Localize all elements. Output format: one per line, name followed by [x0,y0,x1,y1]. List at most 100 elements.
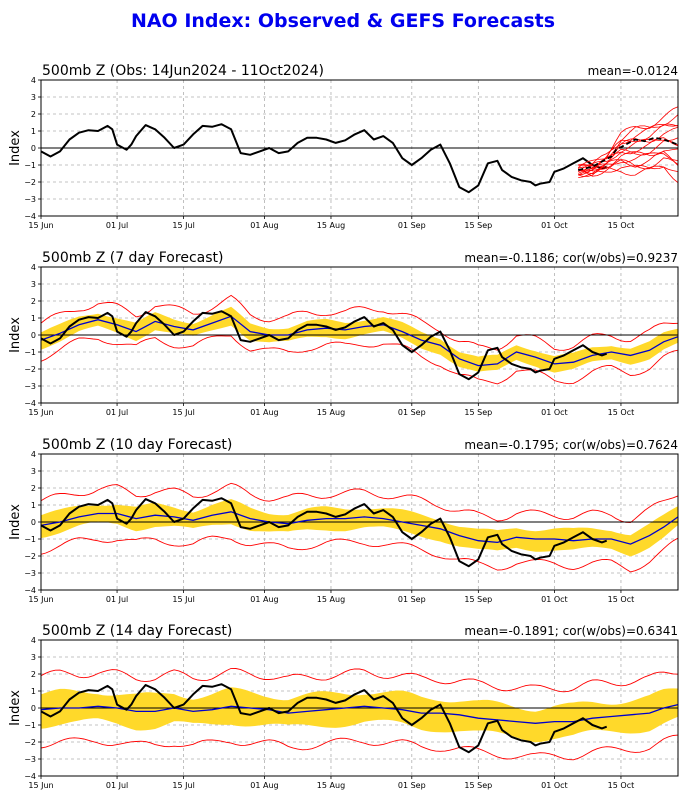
x-tick-label: 01 Oct [541,595,568,604]
x-tick-label: 15 Jun [28,408,53,417]
y-tick-label: −1 [24,348,36,357]
y-tick-label: 0 [31,331,36,340]
x-tick-label: 01 Jul [106,781,128,790]
ensemble-member-line [578,124,679,174]
spread-band [41,687,678,743]
x-tick-label: 15 Jun [28,781,53,790]
envelope-upper-line [40,482,679,524]
x-tick-label: 01 Jul [106,221,128,230]
y-tick-label: 0 [31,518,36,527]
y-tick-label: 4 [31,450,36,459]
x-tick-label: 15 Aug [317,595,345,604]
x-tick-label: 15 Jun [28,221,53,230]
y-tick-label: 4 [31,636,36,645]
y-tick-label: 3 [31,93,36,102]
y-tick-label: −3 [24,569,36,578]
observed-line [40,683,608,754]
x-tick-label: 01 Oct [541,781,568,790]
ensemble-member-line [578,148,679,170]
y-tick-label: 1 [31,127,36,136]
y-axis-label: Index [8,690,23,726]
observed-line [40,497,608,568]
envelope-lower-line [40,734,679,761]
x-tick-label: 15 Sep [464,595,492,604]
y-tick-label: 2 [31,670,36,679]
y-tick-label: −2 [24,178,36,187]
x-tick-label: 15 Oct [608,408,635,417]
y-tick-label: 1 [31,501,36,510]
panel-stats: mean=-0.1186; cor(w/obs)=0.9237 [464,251,678,265]
ensemble-member-line [578,106,679,167]
y-tick-label: −2 [24,365,36,374]
y-tick-label: −2 [24,738,36,747]
x-tick-label: 15 Jul [172,408,194,417]
y-tick-label: −3 [24,755,36,764]
panel-1: 500mb Z (Obs: 14Jun2024 - 11Oct2024) mean… [8,63,679,230]
y-tick-label: −4 [24,212,36,221]
y-tick-label: 2 [31,110,36,119]
ensemble-member-line [578,140,679,175]
x-tick-label: 01 Sep [398,221,426,230]
ensemble-mean-line [577,136,679,171]
y-tick-label: −1 [24,721,36,730]
y-tick-label: −4 [24,399,36,408]
y-axis-label: Index [8,317,23,353]
y-axis-label: Index [8,504,23,540]
panel-title: 500mb Z (10 day Forecast) [42,437,232,453]
ensemble-member-line [578,165,679,184]
forecast-mean-line [40,511,679,545]
envelope-upper-line [40,667,679,693]
x-tick-label: 15 Aug [317,781,345,790]
spread-band [41,499,678,557]
panel-stats: mean=-0.1891; cor(w/obs)=0.6341 [464,624,678,638]
y-tick-label: −1 [24,535,36,544]
x-tick-label: 01 Aug [250,221,278,230]
y-tick-label: −3 [24,382,36,391]
y-tick-label: 2 [31,484,36,493]
ensemble-member-line [578,152,679,176]
y-tick-label: 2 [31,297,36,306]
x-tick-label: 15 Jul [172,221,194,230]
x-tick-label: 01 Oct [541,221,568,230]
panel-2: 500mb Z (7 day Forecast) mean=-0.1186; co… [8,250,679,417]
y-axis-label: Index [8,130,23,166]
y-tick-label: −3 [24,195,36,204]
x-tick-label: 01 Aug [250,408,278,417]
y-tick-label: 0 [31,704,36,713]
x-tick-label: 15 Aug [317,221,345,230]
x-tick-label: 15 Jul [172,781,194,790]
panel-title: 500mb Z (7 day Forecast) [42,250,223,266]
ensemble-member-line [577,137,679,172]
x-tick-label: 15 Sep [464,408,492,417]
x-tick-label: 01 Sep [398,408,426,417]
ensemble-member-line [578,164,679,173]
x-tick-label: 15 Sep [464,221,492,230]
ensemble-member-line [578,126,679,168]
observed-line [40,310,608,381]
x-tick-label: 15 Sep [464,781,492,790]
y-tick-label: −2 [24,552,36,561]
x-tick-label: 01 Sep [398,595,426,604]
x-tick-label: 01 Aug [250,781,278,790]
x-tick-label: 15 Jul [172,595,194,604]
panel-stats: mean=-0.0124 [588,64,678,78]
panel-stats: mean=-0.1795; cor(w/obs)=0.7624 [464,438,678,452]
envelope-lower-line [40,335,679,385]
x-tick-label: 01 Aug [250,595,278,604]
y-tick-label: 4 [31,76,36,85]
y-tick-label: 3 [31,653,36,662]
y-tick-label: 0 [31,144,36,153]
y-tick-label: −4 [24,772,36,781]
x-tick-label: 01 Jul [106,595,128,604]
y-tick-label: 4 [31,263,36,272]
panel-3: 500mb Z (10 day Forecast) mean=-0.1795; c… [8,437,679,604]
envelope-lower-line [40,535,679,573]
panel-title: 500mb Z (14 day Forecast) [42,623,232,639]
x-tick-label: 01 Sep [398,781,426,790]
x-tick-label: 01 Jul [106,408,128,417]
y-tick-label: −4 [24,586,36,595]
x-tick-label: 15 Oct [608,595,635,604]
spread-band [41,306,678,373]
y-tick-label: 1 [31,314,36,323]
